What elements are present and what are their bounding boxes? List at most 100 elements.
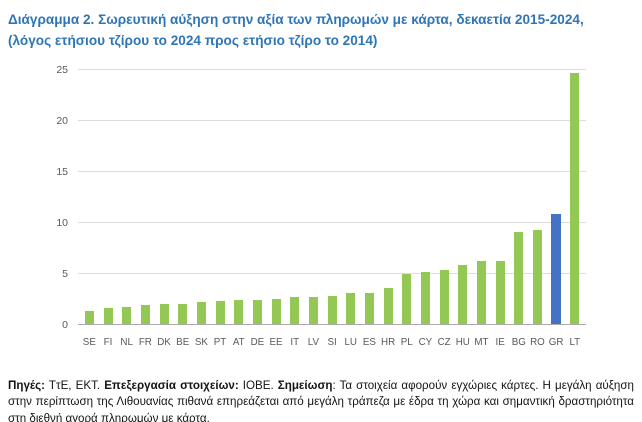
x-label-HR: HR (381, 337, 396, 348)
bar-column-BG (509, 232, 528, 324)
bar-column-PT (211, 300, 230, 324)
y-tick-15: 15 (56, 166, 68, 178)
bar-DK (159, 303, 169, 324)
bar-SE (84, 310, 94, 324)
gridline-15 (78, 171, 586, 172)
bar-column-MT (472, 260, 491, 324)
bar-chart: 0 5 10 15 20 25 SE FI NL FR DK BE SK PT AT DE EE IT LV SI L… (0, 58, 642, 354)
x-label-FR: FR (138, 337, 152, 348)
bar-column-CZ (435, 269, 454, 324)
x-label-AT: AT (232, 337, 245, 348)
y-tick-25: 25 (56, 64, 68, 76)
bar-column-EE (267, 298, 286, 324)
footer-text-segment: ΙΟΒΕ. (238, 378, 278, 392)
y-tick-20: 20 (56, 115, 68, 127)
footer-text-segment: ΤτΕ, ΕΚΤ. (45, 378, 105, 392)
bar-column-LU (341, 293, 360, 324)
bar-CY (420, 271, 430, 324)
x-label-NL: NL (120, 337, 133, 348)
x-label-DE: DE (250, 337, 265, 348)
bar-column-SI (323, 296, 342, 324)
gridline-5 (78, 273, 586, 274)
x-label-LV: LV (307, 337, 320, 348)
bar-column-FI (99, 307, 118, 324)
x-label-EE: EE (269, 337, 283, 348)
bar-BE (178, 303, 188, 324)
bar-column-DK (155, 303, 174, 324)
bar-column-HR (379, 288, 398, 324)
bar-SI (327, 296, 337, 324)
gridline-10 (78, 222, 586, 223)
bar-LU (346, 293, 356, 324)
footer-bold-segment: Πηγές: (8, 378, 46, 392)
footer-text-segment: : Τα στοιχεία αφορούν εγχώριες κάρτες. Η… (8, 378, 634, 422)
bar-SK (196, 301, 206, 324)
bar-GR (551, 213, 562, 324)
chart-title: Διάγραμμα 2. Σωρευτική αύξηση στην αξία … (8, 12, 584, 49)
x-label-SK: SK (194, 337, 208, 348)
bar-column-RO (528, 230, 547, 324)
footer-note: Πηγές: ΤτΕ, ΕΚΤ. Επεξεργασία στοιχείων: … (8, 378, 634, 422)
bar-CZ (439, 269, 449, 324)
x-label-HU: HU (455, 337, 470, 348)
x-label-CZ: CZ (437, 337, 451, 348)
bar-column-NL (117, 306, 136, 324)
x-label-BG: BG (511, 337, 526, 348)
bar-MT (476, 260, 486, 324)
x-label-DK: DK (157, 337, 171, 348)
bar-column-SE (80, 310, 99, 324)
x-label-FI: FI (103, 337, 113, 348)
bar-EE (271, 298, 281, 324)
footer-bold-segment: Επεξεργασία στοιχείων: (104, 378, 239, 392)
gridline-20 (78, 120, 586, 121)
bar-HU (458, 264, 468, 324)
bar-DE (252, 299, 262, 324)
x-label-IE: IE (495, 337, 505, 348)
bar-column-SK (192, 301, 211, 324)
bar-HR (383, 288, 393, 324)
x-label-PL: PL (400, 337, 413, 348)
bar-BG (514, 232, 524, 324)
bar-NL (122, 306, 132, 324)
x-label-CY: CY (418, 337, 433, 348)
bar-column-PL (397, 274, 416, 324)
footer-bold-segment: Σημείωση (277, 378, 333, 392)
bar-FI (103, 307, 113, 324)
bar-column-CY (416, 271, 435, 324)
x-label-ES: ES (362, 337, 376, 348)
bar-column-LV (304, 297, 323, 324)
bar-column-AT (229, 299, 248, 324)
bar-IT (290, 297, 300, 324)
bar-column-HU (453, 264, 472, 324)
bar-column-FR (136, 304, 155, 324)
bar-column-BE (173, 303, 192, 324)
x-label-MT: MT (474, 337, 489, 348)
x-label-RO: RO (530, 337, 545, 348)
bar-IE (495, 260, 505, 324)
y-tick-10: 10 (56, 217, 68, 229)
bar-AT (234, 299, 244, 324)
bar-LT (570, 73, 580, 324)
y-tick-5: 5 (62, 268, 68, 280)
x-label-SE: SE (82, 337, 96, 348)
x-label-GR: GR (548, 337, 564, 348)
bar-PL (402, 274, 412, 324)
x-label-SI: SI (327, 337, 337, 348)
bar-RO (532, 230, 542, 324)
bar-FR (140, 304, 150, 324)
gridline-25 (78, 69, 586, 70)
y-tick-0: 0 (62, 319, 68, 331)
bar-column-GR (547, 213, 566, 324)
bar-column-ES (360, 293, 379, 324)
bar-column-IT (285, 297, 304, 324)
x-label-BE: BE (176, 337, 190, 348)
x-axis-line (78, 324, 586, 325)
x-label-IT: IT (290, 337, 300, 348)
bar-column-DE (248, 299, 267, 324)
x-label-PT: PT (213, 337, 227, 348)
x-label-LT: LT (569, 337, 581, 348)
x-label-LU: LU (344, 337, 357, 348)
bar-LV (308, 297, 318, 324)
bars-container (78, 70, 586, 324)
